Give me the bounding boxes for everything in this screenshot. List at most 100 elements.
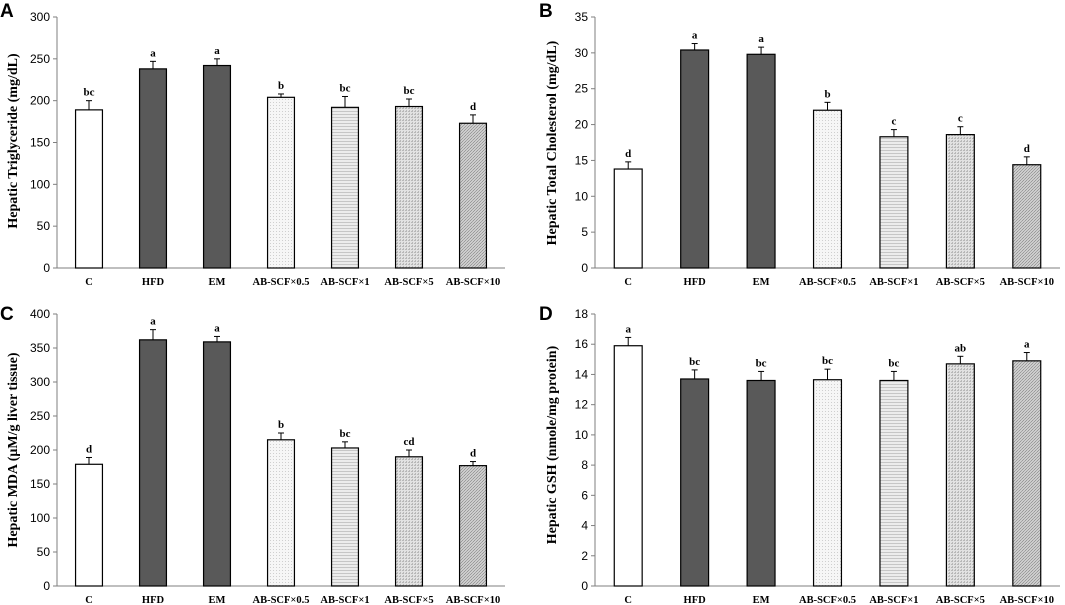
y-tick-label: 50 bbox=[37, 545, 51, 559]
y-tick-label: 250 bbox=[30, 409, 50, 423]
bar-b-2 bbox=[680, 49, 710, 269]
x-tick-label-d-2: HFD bbox=[684, 595, 707, 605]
plot-area-d: 0 2 4 6 8 10 12 14 16 18 a Cbc HFD bc EM bc AB-SCF×0.5 bc… bbox=[575, 307, 1060, 605]
y-tick-label: 300 bbox=[30, 375, 50, 389]
bar-b-3 bbox=[746, 53, 776, 269]
x-tick-label-c-7: AB-SCF×10 bbox=[446, 595, 500, 605]
y-tick-label: 0 bbox=[581, 579, 588, 593]
y-tick-label: 14 bbox=[575, 367, 589, 381]
x-tick-label-a-3: EM bbox=[209, 277, 226, 288]
panel-letter-a: A bbox=[0, 1, 14, 22]
significance-label-b-3: a bbox=[758, 33, 764, 45]
y-tick-label: 8 bbox=[581, 458, 588, 472]
bar-d-2 bbox=[680, 378, 710, 587]
y-tick-label: 50 bbox=[37, 219, 51, 233]
y-tick-label: 25 bbox=[575, 82, 589, 96]
significance-label-d-1: a bbox=[625, 323, 631, 335]
x-tick-label-a-5: AB-SCF×1 bbox=[320, 277, 369, 288]
x-tick-label-a-2: HFD bbox=[142, 277, 165, 288]
y-tick-label: 0 bbox=[581, 261, 588, 275]
significance-label-d-2: bc bbox=[689, 356, 700, 368]
y-tick-label: 20 bbox=[575, 118, 589, 132]
significance-label-a-2: a bbox=[150, 47, 156, 59]
bar-a-4 bbox=[266, 96, 296, 269]
y-tick-label: 12 bbox=[575, 398, 589, 412]
significance-label-d-6: ab bbox=[955, 342, 967, 354]
x-tick-label-d-4: AB-SCF×0.5 bbox=[799, 595, 856, 605]
bar-d-6 bbox=[945, 363, 975, 587]
x-tick-label-b-2: HFD bbox=[684, 277, 707, 288]
x-tick-label-a-1: C bbox=[85, 277, 93, 288]
significance-label-a-1: bc bbox=[84, 87, 95, 99]
y-tick-label: 30 bbox=[575, 46, 589, 60]
x-tick-label-b-7: AB-SCF×10 bbox=[1000, 277, 1054, 288]
x-tick-label-d-6: AB-SCF×5 bbox=[936, 595, 985, 605]
y-axis-label-a: Hepatic Triglyceride (mg/dL) bbox=[6, 53, 21, 229]
bar-a-6 bbox=[394, 105, 424, 269]
x-tick-label-d-1: C bbox=[624, 595, 632, 605]
x-tick-label-b-6: AB-SCF×5 bbox=[936, 277, 985, 288]
x-tick-label-b-4: AB-SCF×0.5 bbox=[799, 277, 856, 288]
y-tick-label: 300 bbox=[30, 10, 50, 24]
x-tick-label-c-1: C bbox=[85, 595, 93, 605]
y-tick-label: 5 bbox=[581, 225, 588, 239]
y-tick-label: 10 bbox=[575, 428, 589, 442]
bar-c-1 bbox=[74, 463, 104, 587]
significance-label-c-7: d bbox=[470, 448, 476, 460]
plot-area-c: 0 50 100 150 200 250 300 350 400 d Ca HFD a EM b AB-SCF… bbox=[30, 307, 505, 605]
y-tick-label: 4 bbox=[581, 519, 588, 533]
significance-label-b-6: c bbox=[958, 113, 963, 125]
significance-label-c-4: b bbox=[278, 419, 284, 431]
bar-c-6 bbox=[394, 456, 424, 587]
y-tick-label: 2 bbox=[581, 549, 588, 563]
x-tick-label-c-2: HFD bbox=[142, 595, 165, 605]
significance-label-a-6: bc bbox=[404, 85, 415, 97]
significance-label-d-5: bc bbox=[888, 357, 899, 369]
significance-label-c-1: d bbox=[86, 443, 92, 455]
bar-a-3 bbox=[202, 64, 232, 269]
y-axis-label-d: Hepatic GSH (nmole/mg protein) bbox=[545, 345, 560, 544]
y-tick-label: 6 bbox=[581, 488, 588, 502]
bar-a-7 bbox=[458, 122, 488, 269]
panel-letter-c: C bbox=[0, 304, 14, 325]
x-tick-label-c-4: AB-SCF×0.5 bbox=[252, 595, 309, 605]
panel-letter-b: B bbox=[539, 1, 553, 22]
y-tick-label: 250 bbox=[30, 52, 50, 66]
y-tick-label: 200 bbox=[30, 94, 50, 108]
y-tick-label: 16 bbox=[575, 337, 589, 351]
y-tick-label: 18 bbox=[575, 307, 589, 321]
bar-c-3 bbox=[202, 341, 232, 587]
bar-d-4 bbox=[812, 379, 843, 587]
significance-label-a-3: a bbox=[214, 45, 220, 57]
significance-label-d-7: a bbox=[1024, 339, 1030, 351]
significance-label-b-7: d bbox=[1024, 143, 1030, 155]
significance-label-b-5: c bbox=[891, 116, 896, 128]
significance-label-b-2: a bbox=[692, 30, 698, 42]
bar-c-2 bbox=[138, 339, 168, 587]
plot-area-a: 0 50 100 150 200 250 300 bc Ca HFD a EM b AB-SCF×0.5 b… bbox=[30, 10, 505, 288]
y-tick-label: 35 bbox=[575, 10, 589, 24]
y-axis-label-b: Hepatic Total Cholesterol (mg/dL) bbox=[545, 40, 560, 245]
panel-b: B Hepatic Total Cholesterol (mg/dL) 0 5 10… bbox=[539, 1, 1060, 288]
y-tick-label: 150 bbox=[30, 477, 50, 491]
significance-label-c-6: cd bbox=[404, 436, 415, 448]
plot-area-b: 0 5 10 15 20 25 30 35 d Ca HFD a EM b AB-SCF×0.5 c AB-SC… bbox=[575, 10, 1060, 288]
panel-d: D Hepatic GSH (nmole/mg protein) 0 2 4 6 8 10… bbox=[539, 304, 1060, 605]
x-tick-label-a-7: AB-SCF×10 bbox=[446, 277, 500, 288]
significance-label-c-3: a bbox=[214, 322, 220, 334]
bar-a-5 bbox=[330, 106, 360, 269]
significance-label-b-4: b bbox=[824, 88, 830, 100]
y-tick-label: 100 bbox=[30, 177, 50, 191]
significance-label-a-5: bc bbox=[340, 82, 351, 94]
significance-label-d-4: bc bbox=[822, 355, 833, 367]
y-axis-label-c: Hepatic MDA (μM/g liver tissue) bbox=[6, 352, 21, 547]
bar-d-1 bbox=[613, 345, 643, 587]
significance-label-d-3: bc bbox=[756, 357, 767, 369]
x-tick-label-a-4: AB-SCF×0.5 bbox=[252, 277, 309, 288]
x-tick-label-c-6: AB-SCF×5 bbox=[384, 595, 433, 605]
bar-c-7 bbox=[458, 465, 488, 587]
bar-b-4 bbox=[812, 109, 843, 269]
y-tick-label: 0 bbox=[43, 579, 50, 593]
y-tick-label: 10 bbox=[575, 189, 589, 203]
